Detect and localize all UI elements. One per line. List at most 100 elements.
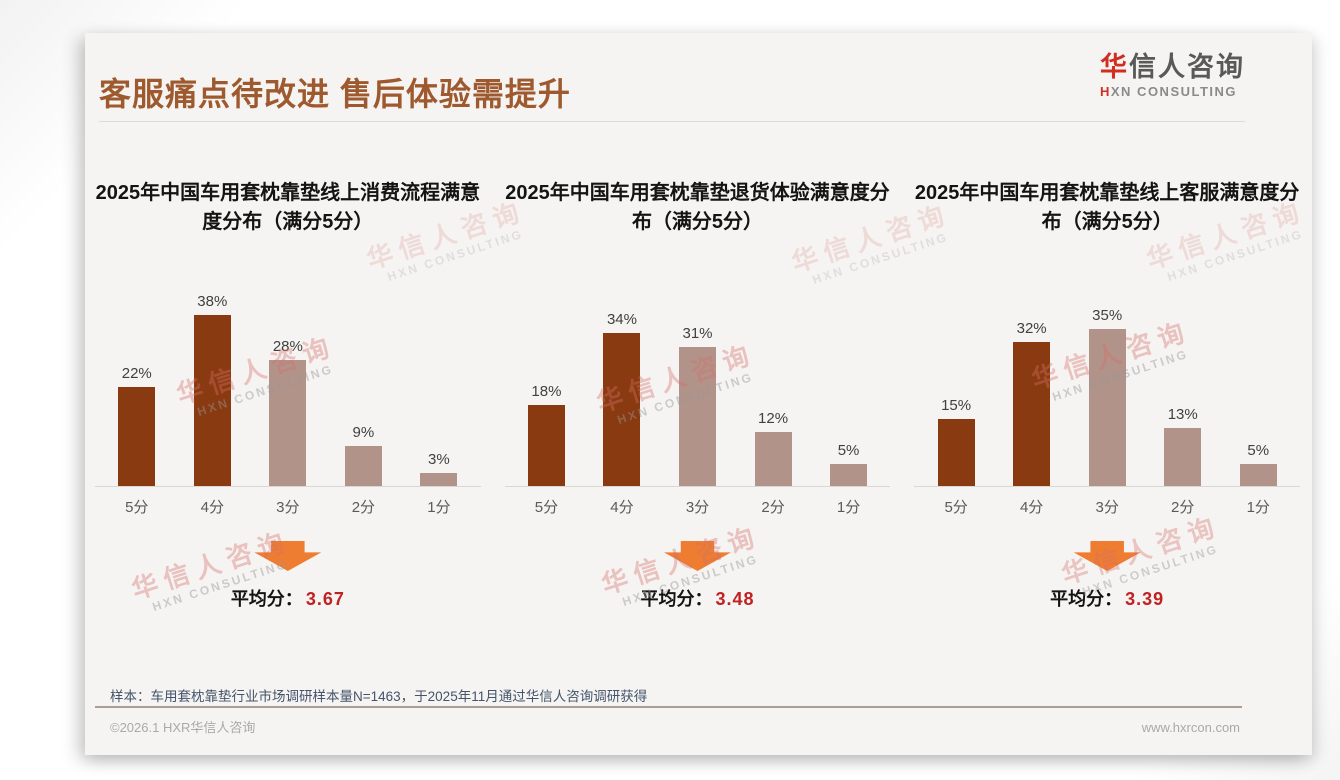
bar-value-label: 32% <box>1016 320 1047 337</box>
down-arrow-icon <box>95 541 481 571</box>
average-label: 平均分： <box>1050 589 1123 609</box>
down-arrow-icon <box>914 541 1300 571</box>
bar-group: 3% <box>401 450 477 486</box>
bar-group: 34% <box>584 311 660 486</box>
category-label: 4分 <box>610 499 634 516</box>
category-axis: 5分 4分 3分 2分 1分 <box>914 487 1300 517</box>
category-label: 5分 <box>534 499 559 516</box>
bar <box>679 346 716 486</box>
bar-group: 22% <box>99 365 175 486</box>
bar-value-label: 35% <box>1092 306 1123 324</box>
logo-en-accent: H <box>1100 83 1111 99</box>
category-label: 3分 <box>276 499 300 516</box>
average-value: 3.39 <box>1125 589 1165 609</box>
bar-value-label: 15% <box>941 396 972 414</box>
slide-card: 客服痛点待改进 售后体验需提升 华信人咨询 HXN CONSULTING 202… <box>85 33 1312 755</box>
logo-chinese: 华信人咨询 <box>1100 52 1245 83</box>
bar-value-label: 18% <box>531 383 562 400</box>
bar-group: 5% <box>1220 441 1296 486</box>
category-label: 4分 <box>200 499 224 516</box>
bar-group: 32% <box>994 320 1070 486</box>
bar-value-label: 12% <box>758 410 789 427</box>
category-label: 3分 <box>1095 499 1119 516</box>
bar <box>1164 427 1202 486</box>
bar-group: 31% <box>660 324 736 486</box>
bar <box>118 387 156 486</box>
bar <box>937 418 975 486</box>
website-text: www.hxrcon.com <box>1141 720 1240 735</box>
category-label: 2分 <box>351 499 376 516</box>
average-score: 平均分： 3.67 <box>95 585 481 611</box>
bar-value-label: 5% <box>1247 441 1270 459</box>
bar <box>754 432 792 486</box>
charts-row: 2025年中国车用套枕靠垫线上消费流程满意度分布（满分5分） 22% 38% 28%… <box>95 179 1301 611</box>
bar-group: 35% <box>1069 306 1145 486</box>
bar-value-label: 38% <box>197 293 228 310</box>
bar-group: 28% <box>250 338 326 486</box>
chart-column-return-exp: 2025年中国车用套枕靠垫退货体验满意度分布（满分5分） 18% 34% 31% 12… <box>504 179 891 611</box>
bar <box>1239 463 1277 486</box>
down-arrow-icon <box>505 541 891 571</box>
average-score: 平均分： 3.39 <box>914 585 1300 611</box>
chart-title: 2025年中国车用套枕靠垫退货体验满意度分布（满分5分） <box>505 182 890 233</box>
chart-title: 2025年中国车用套枕靠垫线上客服满意度分布（满分5分） <box>914 182 1300 233</box>
bar-value-label: 13% <box>1167 405 1198 423</box>
logo-english: HXN CONSULTING <box>1100 83 1245 99</box>
category-label: 5分 <box>125 499 149 516</box>
average-score: 平均分： 3.48 <box>505 585 891 611</box>
arrow-shape <box>1073 541 1141 571</box>
bar-group: 12% <box>735 410 811 486</box>
bar-value-label: 3% <box>428 450 450 468</box>
average-value: 3.67 <box>305 589 345 609</box>
bar-group: 38% <box>175 293 251 486</box>
chart-column-consume-flow: 2025年中国车用套枕靠垫线上消费流程满意度分布（满分5分） 22% 38% 28%… <box>95 179 481 611</box>
bar <box>527 405 565 486</box>
bar <box>830 463 868 486</box>
bar-value-label: 22% <box>121 365 152 382</box>
bar <box>420 472 458 486</box>
category-label: 2分 <box>1171 499 1195 516</box>
bar <box>269 360 307 486</box>
average-value: 3.48 <box>715 589 755 609</box>
page-title: 客服痛点待改进 售后体验需提升 <box>99 76 571 112</box>
bar-value-label: 5% <box>837 441 860 459</box>
bar-group: 15% <box>918 396 994 486</box>
chart-column-online-service: 2025年中国车用套枕靠垫线上客服满意度分布（满分5分） 15% 32% 35% 13… <box>914 179 1301 611</box>
bar <box>344 445 382 486</box>
logo-en-text: XN CONSULTING <box>1110 83 1238 99</box>
category-label: 5分 <box>944 499 968 516</box>
bar-value-label: 9% <box>352 423 375 441</box>
category-label: 2分 <box>761 499 785 516</box>
average-label: 平均分： <box>230 589 303 609</box>
bar-plot: 18% 34% 31% 12% 5% <box>504 271 891 487</box>
bar-value-label: 28% <box>272 338 303 355</box>
company-logo: 华信人咨询 HXN CONSULTING <box>1100 52 1245 99</box>
bar-plot: 15% 32% 35% 13% 5% <box>914 271 1301 487</box>
arrow-shape <box>664 541 731 571</box>
bar-plot: 22% 38% 28% 9% 3% <box>95 271 481 487</box>
bar-group: 18% <box>509 383 585 486</box>
sample-note: 样本：车用套枕靠垫行业市场调研样本量N=1463，于2025年11月通过华信人咨… <box>110 689 648 704</box>
bar-group: 5% <box>811 441 887 486</box>
bar <box>1088 328 1126 486</box>
category-label: 1分 <box>1246 499 1270 516</box>
bar-group: 9% <box>326 423 402 486</box>
bar <box>603 333 641 486</box>
bar <box>193 315 231 486</box>
category-label: 1分 <box>836 499 861 516</box>
logo-cn-text: 信人咨询 <box>1129 52 1245 82</box>
logo-cn-accent: 华 <box>1100 52 1129 82</box>
footer-divider <box>95 706 1242 708</box>
bar <box>1013 342 1051 486</box>
category-label: 4分 <box>1019 499 1044 516</box>
arrow-shape <box>254 541 322 571</box>
chart-title: 2025年中国车用套枕靠垫线上消费流程满意度分布（满分5分） <box>95 182 481 233</box>
category-label: 3分 <box>685 499 710 516</box>
bar-value-label: 31% <box>682 324 713 342</box>
bar-value-label: 34% <box>606 311 637 328</box>
title-divider <box>99 121 1245 122</box>
bar-group: 13% <box>1145 405 1221 486</box>
average-label: 平均分： <box>640 589 713 609</box>
category-axis: 5分 4分 3分 2分 1分 <box>505 487 891 517</box>
